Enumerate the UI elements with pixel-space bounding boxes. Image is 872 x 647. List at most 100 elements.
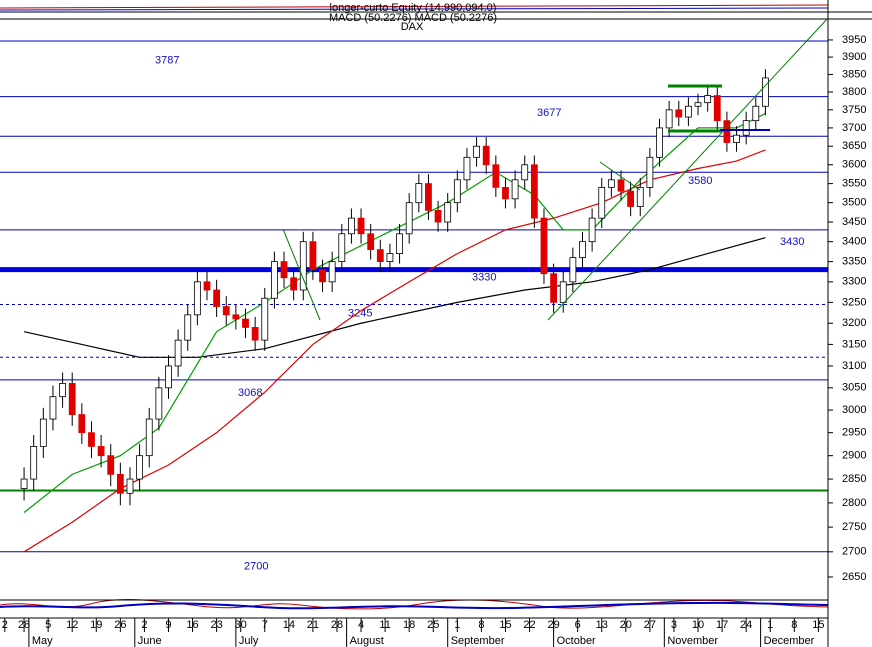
candle-body	[174, 339, 182, 367]
month-label: May	[32, 635, 53, 647]
level-label: 3068	[238, 387, 262, 399]
level-label: 3245	[348, 307, 372, 319]
header: longer-curto Equity (14,990,094.0)	[330, 2, 497, 14]
candle-body	[193, 281, 201, 316]
candle-body	[30, 446, 38, 480]
subtitle: MACD (50.2276) MACD (50.2276)	[329, 12, 497, 24]
candle-body	[482, 145, 490, 166]
candle-body	[328, 261, 336, 283]
indicator-line	[0, 601, 829, 610]
candle-body	[299, 241, 307, 291]
candle-body	[762, 77, 769, 107]
y-tick-label: 3250	[842, 296, 866, 308]
candle-body	[713, 95, 721, 122]
candle-body	[704, 95, 712, 104]
moving-average	[23, 149, 766, 553]
y-tick-label: 2800	[842, 497, 866, 509]
candle-body	[232, 314, 240, 320]
candle-body	[684, 105, 692, 118]
candle-body	[367, 233, 375, 251]
candle-body	[242, 318, 249, 328]
y-tick-label: 3900	[842, 51, 866, 63]
candle-body	[473, 145, 480, 158]
candle-body	[155, 387, 163, 420]
y-tick-label: 3550	[842, 177, 866, 189]
candle-body	[444, 202, 452, 223]
candle-body	[492, 164, 500, 188]
y-tick-label: 3450	[842, 216, 866, 228]
candle-body	[434, 209, 442, 223]
candle-body	[511, 179, 519, 200]
candle-body	[569, 257, 577, 283]
trendline	[282, 228, 321, 321]
candle-body	[145, 418, 153, 457]
candle-body	[261, 297, 269, 341]
candle-body	[39, 418, 47, 447]
candle-body	[184, 314, 192, 341]
y-tick-label: 3950	[842, 34, 866, 46]
y-tick-label: 2900	[842, 450, 866, 462]
month-label: September	[451, 635, 505, 647]
candle-body	[559, 281, 567, 303]
candle-body	[78, 414, 86, 434]
y-tick-label: 3150	[842, 338, 866, 350]
candle-body	[425, 183, 432, 211]
candle-body	[733, 134, 740, 143]
month-label: October	[557, 635, 596, 647]
candle-body	[752, 105, 760, 122]
level-label: 2700	[244, 561, 268, 573]
level-label: 3330	[472, 272, 496, 284]
candle-body	[97, 446, 105, 457]
candle-body	[396, 233, 403, 254]
y-tick-label: 3850	[842, 68, 866, 80]
candle-body	[270, 261, 278, 299]
candle-body	[636, 186, 644, 207]
candle-body	[107, 455, 115, 475]
month-label: December	[764, 635, 815, 647]
y-tick-label: 2650	[842, 571, 866, 583]
candle-body	[49, 396, 57, 420]
candle-body	[723, 120, 731, 143]
candle-body	[376, 249, 384, 263]
y-tick-label: 3200	[842, 317, 866, 329]
month-label: June	[138, 635, 162, 647]
plot: 2650 2700 2750 2800 2850 2900 2950 3000 3050 3100…	[0, 34, 866, 647]
moving-average	[23, 237, 766, 358]
candle-body	[588, 217, 596, 243]
candle-body	[222, 306, 230, 316]
y-tick-label: 3500	[842, 197, 866, 209]
y-tick-label: 3050	[842, 382, 866, 394]
candle-body	[319, 269, 326, 283]
candle-body	[415, 183, 423, 204]
candle-body	[165, 365, 172, 389]
candle-body	[309, 241, 317, 271]
candle-body	[203, 281, 211, 291]
y-tick-label: 2850	[842, 473, 866, 485]
y-tick-label: 3100	[842, 360, 866, 372]
candle-body	[646, 156, 654, 188]
candle-body	[348, 217, 355, 235]
level-label: 3580	[688, 175, 712, 187]
candle-body	[280, 261, 288, 279]
y-tick-label: 3300	[842, 276, 866, 288]
candle-body	[521, 164, 529, 181]
candle-body	[627, 190, 635, 207]
y-tick-label: 3650	[842, 140, 866, 152]
candle-body	[59, 383, 66, 398]
y-tick-label: 2950	[842, 427, 866, 439]
month-label: November	[667, 635, 718, 647]
candle-body	[68, 383, 76, 415]
candle-body	[126, 478, 134, 494]
candle-body	[463, 156, 471, 181]
candle-body	[742, 120, 750, 136]
candle-body	[338, 233, 346, 263]
candle-body	[20, 478, 28, 489]
y-tick-label: 3800	[842, 86, 866, 98]
candle-body	[116, 473, 124, 494]
candle-body	[88, 432, 95, 447]
month-label: July	[239, 635, 259, 647]
y-tick-label: 2700	[842, 546, 866, 558]
candle-body	[530, 164, 538, 219]
candle-body	[694, 102, 702, 107]
